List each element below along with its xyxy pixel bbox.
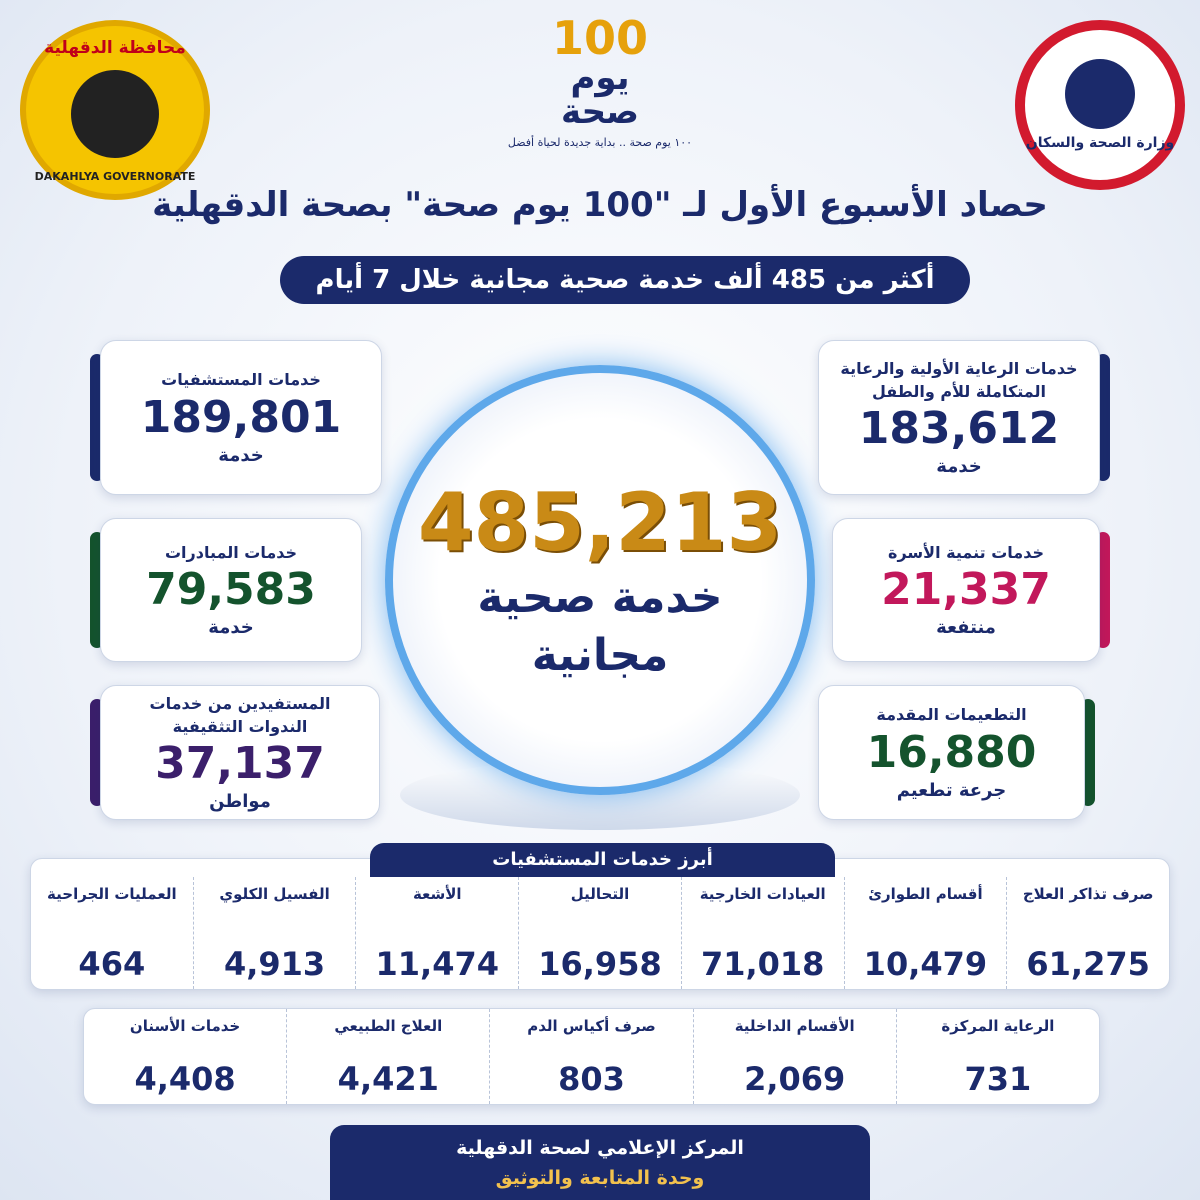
item-label: العمليات الجراحية: [47, 885, 177, 903]
hospital-item: العلاج الطبيعي 4,421: [286, 1009, 489, 1104]
item-label: الفسيل الكلوي: [219, 885, 330, 903]
campaign-number: 100: [551, 11, 649, 65]
ministry-logo: وزارة الصحة والسكان: [1015, 20, 1185, 190]
card-label: خدمات الرعاية الأولية والرعاية المتكاملة…: [840, 359, 1078, 401]
stat-card: خدمات المستشفيات 189,801 خدمة: [100, 340, 382, 495]
stat-card: المستفيدين من خدمات الندوات التثقيفية 37,…: [100, 685, 380, 820]
item-value: 4,408: [134, 1060, 236, 1098]
subtitle: أكثر من 485 ألف خدمة صحية مجانية خلال 7 …: [280, 256, 970, 304]
governorate-name-en: DAKAHLYA GOVERNORATE: [34, 169, 196, 183]
card-value: 183,612: [858, 402, 1060, 454]
hospital-item: الأشعة 11,474: [355, 877, 518, 989]
logo-emblem: [65, 63, 165, 164]
hospital-title: أبرز خدمات المستشفيات: [370, 843, 835, 877]
campaign-logo: 100 يوم صحة ١٠٠ يوم صحة .. بداية جديدة ل…: [470, 15, 730, 148]
item-label: العلاج الطبيعي: [334, 1017, 443, 1035]
footer: المركز الإعلامي لصحة الدقهلية وحدة المتا…: [330, 1125, 870, 1200]
card-unit: خدمة: [218, 444, 264, 466]
item-value: 4,421: [337, 1060, 439, 1098]
item-label: خدمات الأسنان: [129, 1017, 241, 1035]
item-label: الرعاية المركزة: [941, 1017, 1055, 1035]
hospital-item: العيادات الخارجية 71,018: [680, 877, 844, 989]
card-label: التطعيمات المقدمة: [876, 705, 1027, 725]
card-label: خدمات المستشفيات: [161, 370, 321, 390]
item-value: 464: [78, 945, 146, 983]
total-label: مجانية: [531, 629, 669, 681]
item-value: 11,474: [375, 945, 499, 983]
item-value: 16,958: [538, 945, 662, 983]
hospital-item: صرف تذاكر العلاج 61,275: [1006, 877, 1169, 989]
item-label: التحاليل: [570, 885, 630, 903]
item-value: 803: [558, 1060, 625, 1098]
card-unit: خدمة: [936, 455, 982, 477]
hospital-item: الرعاية المركزة 731: [895, 1009, 1099, 1104]
card-unit: خدمة: [208, 617, 254, 639]
hospital-item: الفسيل الكلوي 4,913: [192, 877, 356, 989]
item-label: الأشعة: [412, 885, 462, 903]
item-value: 61,275: [1026, 945, 1150, 983]
total-circle: 485,213 خدمة صحية مجانية: [385, 365, 815, 795]
item-value: 731: [964, 1060, 1032, 1098]
campaign-word: صحة: [561, 92, 639, 132]
card-unit: مواطن: [209, 790, 271, 812]
hospital-item: خدمات الأسنان 4,408: [84, 1009, 286, 1104]
item-label: صرف تذاكر العلاج: [1022, 885, 1154, 903]
hospital-item: أقسام الطوارئ 10,479: [843, 877, 1007, 989]
item-value: 4,913: [223, 945, 326, 983]
card-value: 16,880: [866, 726, 1037, 778]
item-label: أقسام الطوارئ: [868, 885, 983, 903]
item-value: 71,018: [700, 945, 825, 983]
hospital-item: التحاليل 16,958: [518, 877, 681, 989]
campaign-word: يوم: [570, 58, 630, 98]
hospital-item: الأقسام الداخلية 2,069: [692, 1009, 896, 1104]
footer-line: وحدة المتابعة والتوثيق: [495, 1167, 705, 1190]
hospital-item: العمليات الجراحية 464: [31, 877, 193, 989]
item-value: 10,479: [863, 945, 988, 983]
hospital-item: صرف أكياس الدم 803: [489, 1009, 692, 1104]
stat-card: خدمات الرعاية الأولية والرعاية المتكاملة…: [818, 340, 1100, 495]
total-value: 485,213: [417, 476, 783, 570]
item-label: الأقسام الداخلية: [734, 1017, 855, 1035]
card-value: 37,137: [155, 737, 325, 789]
card-label: المستفيدين من خدمات الندوات التثقيفية: [149, 694, 331, 736]
card-value: 79,583: [146, 564, 316, 616]
stat-card: خدمات تنمية الأسرة 21,337 منتفعة: [832, 518, 1100, 662]
campaign-slogan: ١٠٠ يوم صحة .. بداية جديدة لحياة أفضل: [507, 136, 693, 149]
item-label: صرف أكياس الدم: [527, 1017, 656, 1035]
footer-line: المركز الإعلامي لصحة الدقهلية: [456, 1137, 744, 1159]
stat-card: التطعيمات المقدمة 16,880 جرعة تطعيم: [818, 685, 1085, 820]
logo-emblem: [1065, 59, 1135, 129]
item-value: 2,069: [744, 1060, 846, 1098]
hospital-row: الرعاية المركزة 731 الأقسام الداخلية 2,069 ص…: [83, 1008, 1100, 1105]
governorate-name: محافظة الدقهلية: [44, 37, 186, 58]
item-label: العيادات الخارجية: [699, 885, 826, 903]
stat-card: خدمات المبادرات 79,583 خدمة: [100, 518, 362, 662]
hospital-row: صرف تذاكر العلاج 61,275 أقسام الطوارئ 10,47…: [30, 858, 1170, 990]
card-label: خدمات تنمية الأسرة: [888, 542, 1044, 562]
card-value: 189,801: [140, 391, 342, 443]
ministry-name: وزارة الصحة والسكان: [1025, 135, 1175, 151]
card-unit: منتفعة: [936, 617, 996, 639]
card-value: 21,337: [881, 564, 1051, 616]
card-unit: جرعة تطعيم: [896, 779, 1007, 801]
title: حصاد الأسبوع الأول لـ "100 يوم صحة" بصحة…: [152, 185, 1048, 225]
governorate-logo: محافظة الدقهلية DAKAHLYA GOVERNORATE: [20, 20, 210, 200]
card-label: خدمات المبادرات: [164, 542, 298, 562]
total-label: خدمة صحية: [477, 572, 723, 624]
